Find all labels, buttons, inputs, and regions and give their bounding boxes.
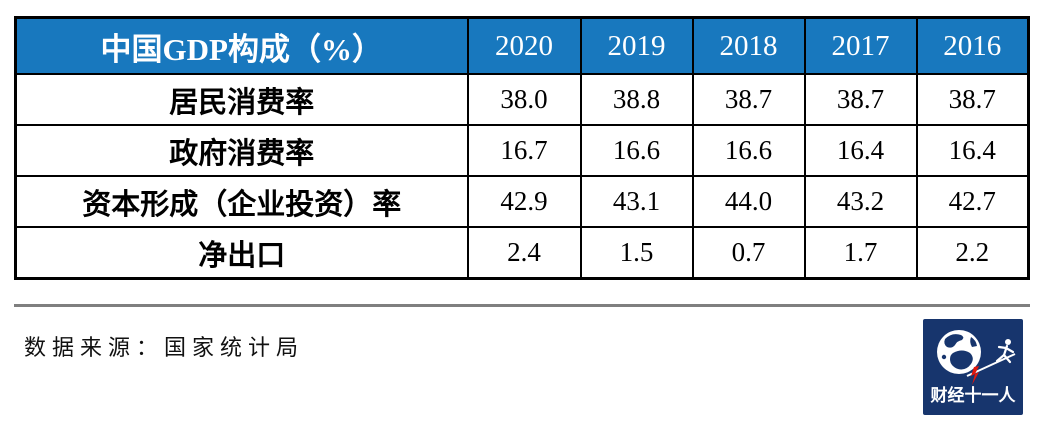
caijing-eleven-logo: 财经十一人: [923, 319, 1023, 415]
cell-value: 16.6: [691, 124, 806, 177]
lightning-icon: [971, 366, 979, 385]
cell-value: 38.7: [915, 73, 1030, 126]
data-source-label: 数据来源：国家统计局: [24, 335, 305, 360]
cell-value: 2.2: [915, 226, 1030, 280]
row-label-resident-consumption: 居民消费率: [14, 73, 469, 126]
year-header-2017: 2017: [803, 16, 918, 75]
row-label-net-exports: 净出口: [14, 226, 469, 280]
table-header-row: 中国GDP构成（%） 2020 2019 2018 2017 2016: [14, 16, 1030, 75]
cell-value: 16.7: [466, 124, 582, 177]
cell-value: 42.9: [466, 175, 582, 228]
cell-value: 43.1: [579, 175, 694, 228]
year-header-2019: 2019: [579, 16, 694, 75]
gdp-composition-table: 中国GDP构成（%） 2020 2019 2018 2017 2016 居民消费…: [14, 16, 1030, 280]
year-header-2016: 2016: [915, 16, 1030, 75]
cell-value: 42.7: [915, 175, 1030, 228]
cell-value: 43.2: [803, 175, 918, 228]
table-row: 净出口 2.4 1.5 0.7 1.7 2.2: [14, 226, 1030, 280]
cell-value: 38.8: [579, 73, 694, 126]
row-label-capital-formation: 资本形成（企业投资）率: [14, 175, 469, 228]
logo-wordmark: 财经十一人: [930, 385, 1017, 405]
table-row: 资本形成（企业投资）率 42.9 43.1 44.0 43.2 42.7: [14, 175, 1030, 228]
cell-value: 16.6: [579, 124, 694, 177]
cell-value: 38.7: [691, 73, 806, 126]
year-header-2018: 2018: [691, 16, 806, 75]
cell-value: 16.4: [915, 124, 1030, 177]
cell-value: 38.0: [466, 73, 582, 126]
cell-value: 0.7: [691, 226, 806, 280]
cell-value: 38.7: [803, 73, 918, 126]
cell-value: 44.0: [691, 175, 806, 228]
cell-value: 2.4: [466, 226, 582, 280]
year-header-2020: 2020: [466, 16, 582, 75]
runner-icon: [995, 339, 1015, 364]
globe-icon: [937, 330, 981, 374]
cell-value: 16.4: [803, 124, 918, 177]
logo-graphic: 财经十一人: [923, 319, 1023, 415]
table-row: 居民消费率 38.0 38.8 38.7 38.7 38.7: [14, 73, 1030, 126]
table-row: 政府消费率 16.7 16.6 16.6 16.4 16.4: [14, 124, 1030, 177]
divider-line: [14, 304, 1030, 307]
cell-value: 1.5: [579, 226, 694, 280]
table-title: 中国GDP构成（%）: [14, 16, 469, 75]
row-label-government-consumption: 政府消费率: [14, 124, 469, 177]
cell-value: 1.7: [803, 226, 918, 280]
